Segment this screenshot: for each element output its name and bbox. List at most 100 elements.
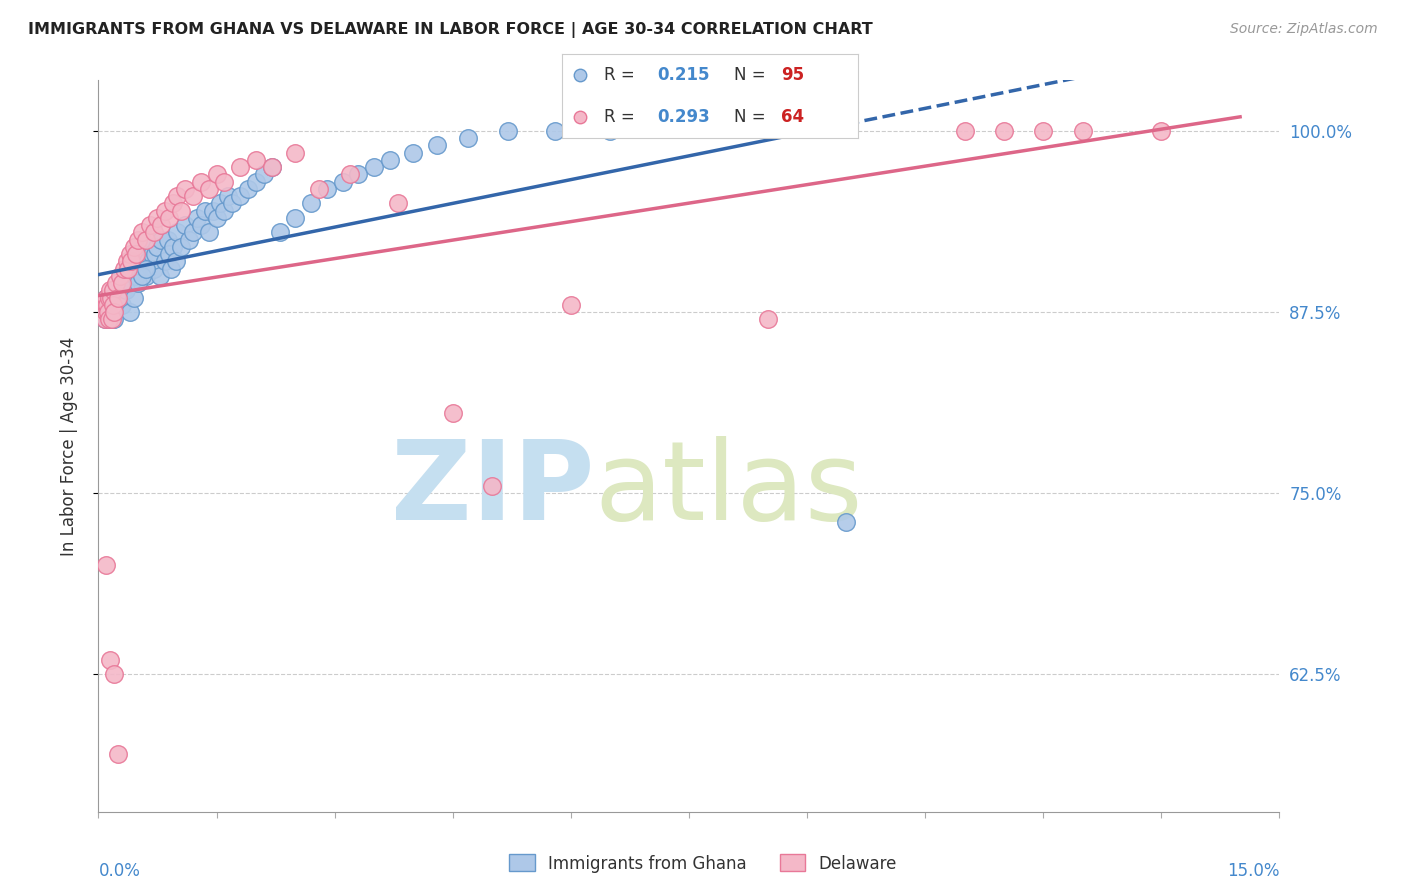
Point [138,218,160,232]
Point [170,203,193,218]
Point [214,203,236,218]
Point [118,261,141,276]
Point [363,160,385,174]
Point [103,312,125,326]
Point [177,233,200,247]
Point [97,305,120,319]
Point [205,168,228,182]
Point [101,298,124,312]
Point [201,203,224,218]
Point [402,145,425,160]
Point [150,218,173,232]
Point [122,240,145,254]
Point [96,298,118,312]
Point [110,268,132,283]
Point [93,298,115,312]
Y-axis label: In Labor Force | Age 30-34: In Labor Force | Age 30-34 [59,336,77,556]
Point [194,203,217,218]
Point [127,247,149,261]
Point [115,254,138,268]
Point [138,240,160,254]
Text: 15.0%: 15.0% [1227,863,1279,880]
Point [122,291,145,305]
Point [143,247,166,261]
Point [141,247,163,261]
Point [111,276,134,290]
Point [98,312,121,326]
Point [190,218,212,232]
Point [96,305,118,319]
Text: 0.215: 0.215 [657,66,710,84]
Point [132,247,155,261]
Point [98,291,121,305]
Text: atlas: atlas [595,436,863,543]
Point [131,268,153,283]
Point [284,211,307,225]
Point [103,312,125,326]
Point [122,254,145,268]
Point [111,268,134,283]
Point [103,298,125,312]
Point [560,298,582,312]
Point [111,298,134,312]
Point [96,558,118,573]
Point [142,261,165,276]
Point [104,283,127,297]
Point [993,124,1015,138]
Point [1032,124,1054,138]
Point [91,305,114,319]
Point [253,168,276,182]
Point [457,131,479,145]
Point [599,124,621,138]
Point [97,312,120,326]
Text: N =: N = [734,108,770,126]
Text: Source: ZipAtlas.com: Source: ZipAtlas.com [1230,22,1378,37]
Point [131,254,153,268]
Point [166,225,188,239]
Point [97,291,120,305]
Point [162,196,184,211]
Point [245,175,267,189]
Point [197,225,219,239]
Point [260,160,283,174]
Point [229,160,252,174]
Point [135,261,157,276]
Point [205,211,228,225]
Point [1150,124,1173,138]
Point [181,189,204,203]
Point [146,240,169,254]
Point [157,247,180,261]
Point [481,479,503,493]
Point [229,189,252,203]
Point [103,667,125,681]
Point [108,276,131,290]
Point [93,312,115,326]
Point [214,175,236,189]
Point [156,233,179,247]
Point [155,254,177,268]
Point [149,268,172,283]
Point [835,515,858,529]
Point [96,291,118,305]
Point [98,298,121,312]
Legend: Immigrants from Ghana, Delaware: Immigrants from Ghana, Delaware [503,847,903,880]
Point [93,312,115,326]
Point [308,182,330,196]
Text: R =: R = [603,108,640,126]
Point [118,247,141,261]
Point [236,182,259,196]
Point [103,305,125,319]
Point [91,298,114,312]
Point [347,168,370,182]
Point [174,218,197,232]
Point [165,254,187,268]
Point [117,261,139,276]
Point [339,168,361,182]
Point [101,283,124,297]
Point [107,291,129,305]
Point [209,196,232,211]
Point [387,196,409,211]
Point [94,291,117,305]
Point [135,268,157,283]
Point [181,225,204,239]
